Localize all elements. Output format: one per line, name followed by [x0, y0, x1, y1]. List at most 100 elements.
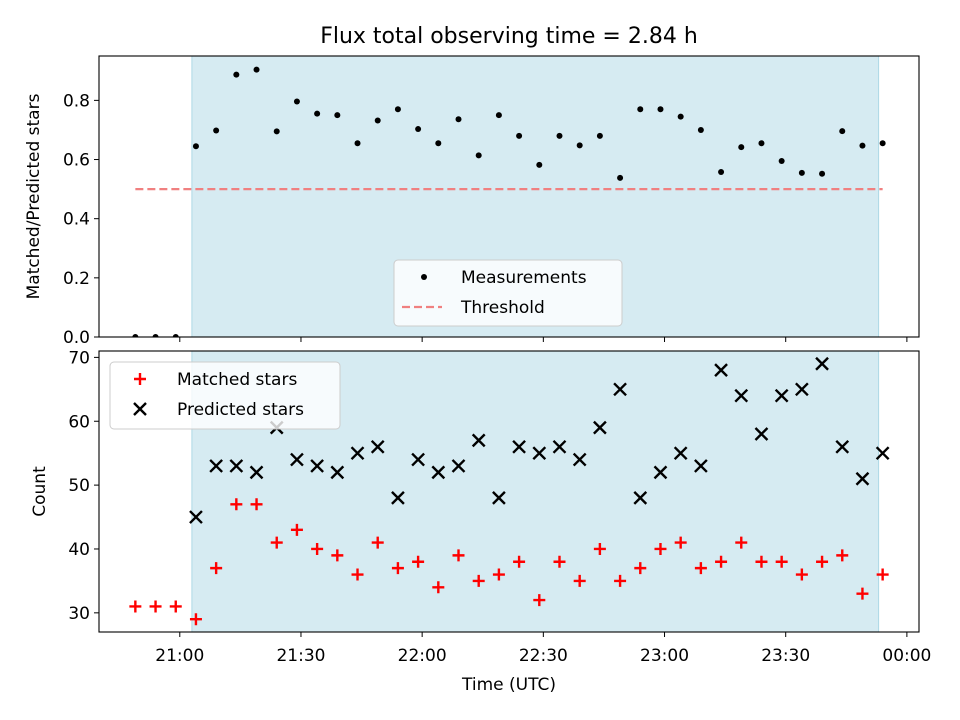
measurements-point	[718, 168, 725, 175]
measurements-point	[293, 98, 300, 105]
measurements-point	[354, 140, 361, 147]
y-tick-label: 0.0	[63, 328, 90, 348]
matched-stars-point	[775, 555, 788, 568]
y-tick-label: 70	[68, 348, 90, 368]
matched-stars-point	[735, 536, 748, 549]
matched-stars-point	[634, 562, 647, 575]
predicted-stars-point	[471, 433, 486, 448]
measurements-point	[677, 113, 684, 120]
y-tick-label: 0.4	[63, 210, 90, 230]
measurements-point	[596, 132, 603, 139]
matched-stars-point	[351, 568, 364, 581]
legend-box	[393, 259, 623, 327]
y-tick-label: 50	[68, 476, 90, 496]
predicted-stars-point	[653, 465, 668, 480]
matched-stars-point	[654, 542, 667, 555]
matched-stars-point	[270, 536, 283, 549]
legend-predicted-stars-label: Predicted stars	[177, 400, 304, 420]
legend: Matched stars Predicted stars	[109, 361, 341, 430]
y-axis-label: Count	[30, 466, 50, 517]
predicted-stars-point	[209, 459, 223, 473]
predicted-stars-point	[451, 459, 466, 473]
y-tick-label: 40	[68, 540, 90, 560]
predicted-stars-point	[875, 446, 890, 461]
predicted-stars-point	[855, 471, 870, 486]
matched-stars-point	[311, 542, 324, 555]
matched-stars-point	[795, 568, 808, 581]
measurements-point	[394, 106, 401, 113]
predicted-stars-point	[774, 388, 789, 403]
predicted-stars-point	[734, 388, 749, 403]
measurements-point	[778, 158, 785, 165]
x-tick-label: 22:00	[398, 646, 447, 666]
top-panel: 0.0 0.2 0.4 0.6 0.8 Matched/Predicted stars Me…	[24, 55, 920, 348]
matched-stars-point	[331, 549, 344, 562]
y-tick-label: 0.6	[63, 151, 90, 171]
measurements-point	[374, 117, 381, 124]
matched-stars-point	[492, 568, 505, 581]
predicted-stars-point	[593, 420, 607, 435]
measurements-point	[576, 142, 583, 149]
legend-box	[109, 361, 341, 430]
predicted-stars-point	[572, 452, 587, 467]
predicted-stars-point	[391, 491, 405, 505]
legend-predicted-stars-swatch	[133, 402, 147, 416]
matched-stars-point	[250, 498, 263, 511]
legend: Measurements Threshold	[393, 259, 623, 327]
matched-stars-point	[129, 600, 142, 613]
measurements-point	[536, 161, 543, 168]
x-tick-label: 23:00	[640, 646, 689, 666]
matched-stars-point	[371, 536, 384, 549]
x-tick-label: 22:30	[519, 646, 568, 666]
plot-area	[129, 356, 890, 626]
measurements-point	[455, 116, 462, 123]
matched-stars-point	[836, 549, 849, 562]
matched-stars-point	[169, 600, 182, 613]
matched-stars-point	[614, 574, 627, 587]
predicted-stars-point	[633, 491, 648, 505]
matched-stars-point	[432, 581, 445, 594]
measurements-point	[435, 140, 442, 147]
matched-stars-point	[189, 613, 202, 626]
axes-frame	[98, 350, 920, 633]
predicted-stars-point	[310, 459, 324, 473]
predicted-stars-point	[411, 452, 425, 467]
predicted-stars-point	[795, 382, 809, 397]
predicted-stars-point	[552, 439, 567, 454]
predicted-stars-point	[613, 382, 627, 397]
measurements-point	[314, 110, 321, 117]
x-tick-label: 23:30	[761, 646, 810, 666]
measurements-point	[495, 112, 502, 119]
measurements-point	[273, 128, 280, 135]
matched-stars-point	[533, 594, 546, 607]
matched-stars-point	[452, 549, 465, 562]
legend-matched-stars-swatch	[134, 373, 146, 385]
legend-measurements-swatch	[421, 274, 427, 280]
measurements-point	[819, 170, 826, 177]
measurements-point	[233, 71, 240, 78]
measurements-point	[758, 140, 765, 147]
matched-stars-point	[553, 555, 566, 568]
measurements-point	[637, 106, 644, 113]
measurements-point	[475, 152, 482, 159]
y-axis-label: Matched/Predicted stars	[24, 93, 44, 299]
legend-matched-stars-label: Matched stars	[177, 370, 297, 390]
plot-area	[132, 66, 886, 337]
measurements-point	[132, 334, 139, 337]
axes-frame	[98, 55, 920, 338]
legend-measurements-label: Measurements	[461, 268, 587, 288]
predicted-stars-point	[815, 356, 829, 371]
measurements-point	[172, 334, 179, 337]
figure-title: Flux total observing time = 2.84 h	[320, 24, 698, 49]
measurements-point	[213, 127, 220, 134]
measurements-point	[859, 142, 866, 149]
matched-stars-point	[573, 574, 586, 587]
y-tick-label: 60	[68, 412, 90, 432]
y-tick-label: 0.8	[63, 91, 90, 111]
predicted-stars-point	[431, 465, 446, 480]
predicted-stars-point	[532, 446, 547, 461]
measurements-point	[415, 126, 422, 133]
bottom-panel: 30 40 50 60 70 21:00 21:30 22:00 22:30 23:00 23:30…	[30, 348, 931, 695]
matched-stars-point	[391, 562, 404, 575]
